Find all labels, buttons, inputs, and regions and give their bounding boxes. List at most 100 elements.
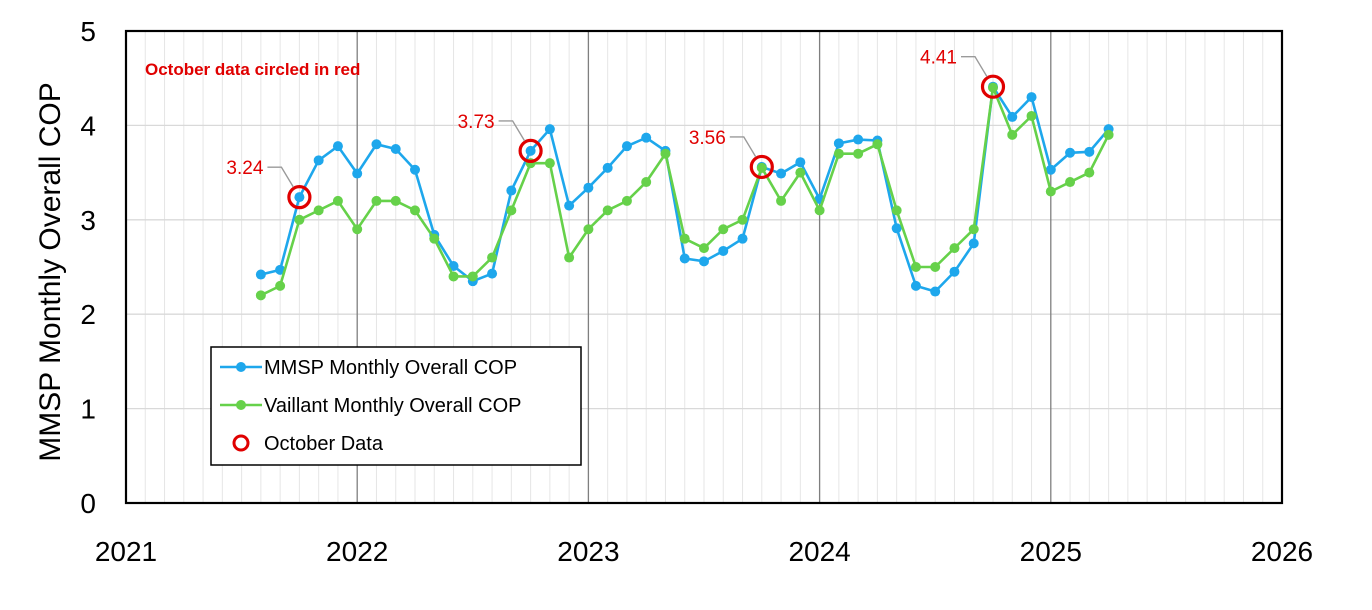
data-point — [776, 195, 787, 206]
data-point — [1045, 186, 1056, 197]
data-point — [737, 214, 748, 225]
data-point — [352, 224, 363, 235]
data-point — [275, 280, 286, 291]
legend-marker-october — [232, 434, 250, 452]
horizontal-grid — [126, 124, 1282, 410]
data-point — [891, 205, 902, 216]
annotation-leader — [961, 55, 988, 78]
data-point — [679, 253, 690, 264]
plot-frame — [124, 29, 1284, 505]
data-point — [1065, 147, 1076, 158]
data-point — [467, 271, 478, 282]
data-point — [930, 262, 941, 272]
data-point — [602, 162, 613, 173]
data-point — [1026, 110, 1037, 121]
annotation-label: 4.41 — [920, 48, 957, 69]
annotation-leader — [267, 166, 295, 188]
data-point — [583, 182, 594, 193]
x-tick-label: 2026 — [1251, 536, 1313, 567]
data-point — [737, 233, 748, 244]
data-point — [699, 243, 709, 254]
data-point — [660, 148, 671, 159]
data-point — [313, 205, 324, 216]
data-point — [506, 185, 517, 196]
data-point — [332, 195, 343, 206]
data-point — [833, 148, 844, 159]
data-point — [795, 157, 806, 168]
y-tick-label: 5 — [80, 16, 96, 47]
data-point — [968, 238, 979, 249]
data-point — [621, 141, 632, 152]
series-october — [287, 74, 1006, 210]
data-point — [1084, 146, 1095, 157]
annotation-leader — [498, 120, 526, 142]
data-point — [718, 224, 729, 235]
data-point — [853, 148, 864, 159]
legend-label: Vaillant Monthly Overall COP — [264, 395, 522, 417]
y-tick-label: 0 — [80, 488, 96, 519]
y-tick-label: 2 — [80, 299, 96, 330]
annotation-label: 3.56 — [689, 128, 726, 149]
data-point — [1007, 111, 1018, 122]
y-axis-title: MMSP Monthly Overall COP — [34, 82, 67, 462]
data-point — [795, 167, 806, 178]
data-point — [910, 262, 921, 272]
y-tick-label: 3 — [80, 205, 96, 236]
data-point — [313, 155, 324, 166]
data-point — [525, 145, 536, 156]
data-point — [872, 139, 883, 150]
data-point — [294, 192, 305, 203]
data-point — [756, 162, 767, 173]
data-point — [255, 269, 266, 280]
chart-note: October data circled in red — [145, 60, 360, 79]
x-tick-label: 2021 — [95, 536, 157, 567]
data-point — [910, 280, 921, 291]
x-tick-label: 2024 — [788, 536, 850, 567]
data-point — [1007, 129, 1018, 140]
data-point — [371, 139, 382, 150]
legend: MMSP Monthly Overall COP Vaillant Monthly… — [210, 346, 582, 466]
data-point — [1026, 92, 1037, 103]
data-point — [410, 164, 420, 175]
annotation-label: 3.24 — [226, 158, 263, 179]
data-point — [371, 195, 382, 206]
data-point — [833, 138, 844, 149]
data-point — [429, 233, 440, 244]
legend-marker-vaillant — [236, 400, 246, 410]
data-point — [564, 252, 575, 263]
data-point — [699, 256, 709, 267]
legend-label: MMSP Monthly Overall COP — [264, 357, 517, 379]
data-point — [602, 205, 613, 216]
data-point — [853, 134, 864, 145]
x-tick-label: 2023 — [557, 536, 619, 567]
data-point — [487, 252, 498, 263]
october-marker — [980, 74, 1006, 99]
data-point — [583, 224, 594, 235]
october-marker — [749, 154, 774, 180]
legend-label: October Data — [264, 433, 384, 455]
data-point — [679, 233, 690, 244]
x-tick-label: 2022 — [326, 536, 388, 567]
data-point — [544, 124, 555, 135]
data-point — [564, 200, 575, 211]
data-point — [1045, 164, 1056, 175]
data-point — [1103, 129, 1114, 140]
data-point — [718, 245, 729, 256]
data-point — [776, 168, 787, 179]
legend-box — [210, 346, 582, 466]
annotations: 3.24 3.73 3.56 4.41 — [226, 48, 988, 188]
series-mmsp — [255, 81, 1114, 297]
data-point — [641, 177, 652, 188]
x-tick-label: 2025 — [1020, 536, 1082, 567]
october-marker — [518, 138, 543, 163]
data-point — [255, 290, 266, 301]
data-point — [968, 224, 979, 235]
data-point — [641, 132, 652, 143]
data-point — [1065, 177, 1076, 188]
data-point — [294, 214, 305, 225]
y-tick-label: 1 — [80, 394, 96, 425]
data-point — [814, 205, 825, 216]
data-point — [332, 141, 343, 152]
data-point — [988, 82, 998, 93]
